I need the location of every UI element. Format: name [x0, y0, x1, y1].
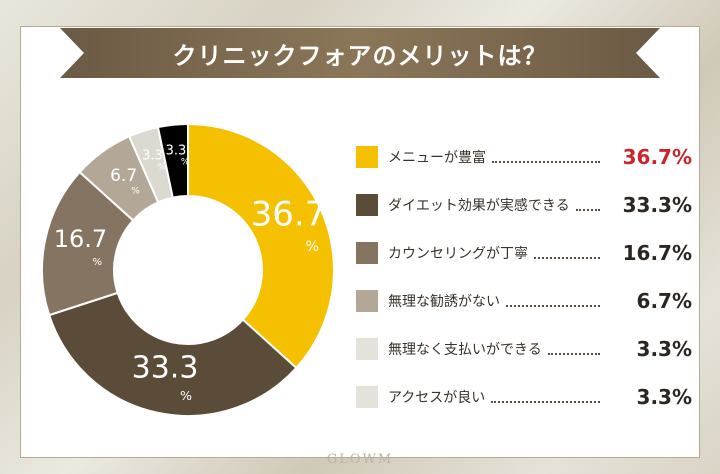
- legend-swatch: [356, 338, 378, 360]
- slice-unit: %: [92, 257, 102, 268]
- legend-item: アクセスが良い 3.3%: [356, 382, 692, 412]
- leader-dots: [506, 305, 600, 307]
- legend-value: 33.3%: [622, 193, 692, 217]
- leader-dots: [547, 353, 600, 355]
- legend-swatch: [356, 242, 378, 264]
- leader-dots: [575, 209, 600, 211]
- donut-slice: [41, 170, 135, 317]
- legend-item: メニューが豊富 36.7%: [356, 142, 692, 172]
- leader-dots: [491, 401, 600, 403]
- legend-label: アクセスが良い: [388, 390, 486, 406]
- legend-label: ダイエット効果が実感できる: [388, 198, 570, 214]
- title-banner: クリニックフォアのメリットは？: [60, 28, 660, 78]
- donut-slice: [156, 122, 189, 199]
- legend-value: 3.3%: [636, 385, 692, 409]
- legend-swatch: [356, 146, 378, 168]
- legend-value: 16.7%: [622, 241, 692, 265]
- legend-item: 無理な勧誘がない 6.7%: [356, 286, 692, 316]
- chart-title: クリニックフォアのメリットは？: [172, 41, 548, 70]
- legend-value: 36.7%: [622, 145, 692, 169]
- legend-label: メニューが豊富: [388, 150, 486, 166]
- slice-label: 16.7: [54, 225, 107, 253]
- legend-label: カウンセリングが丁寧: [388, 246, 528, 262]
- slice-label: 3.3: [166, 144, 187, 159]
- watermark-logo: GLOWM: [326, 452, 394, 467]
- legend-item: 無理なく支払いができる 3.3%: [356, 334, 692, 364]
- slice-unit: %: [181, 157, 190, 167]
- donut-slice: [187, 122, 335, 370]
- legend-swatch: [356, 290, 378, 312]
- slice-label: 3.3: [142, 149, 163, 164]
- leader-dots: [534, 257, 600, 259]
- slice-label: 6.7: [110, 166, 137, 186]
- legend-label: 無理なく支払いができる: [388, 342, 542, 358]
- slice-unit: %: [306, 239, 320, 255]
- slice-unit: %: [180, 388, 192, 403]
- slice-unit: %: [157, 162, 166, 172]
- donut-slice: [47, 291, 298, 417]
- legend-swatch: [356, 386, 378, 408]
- legend-item: カウンセリングが丁寧 16.7%: [356, 238, 692, 268]
- leader-dots: [492, 161, 600, 163]
- slice-unit: %: [131, 187, 140, 197]
- legend-value: 6.7%: [636, 289, 692, 313]
- legend-item: ダイエット効果が実感できる 33.3%: [356, 190, 692, 220]
- slice-label: 36.7: [251, 194, 327, 234]
- legend-label: 無理な勧誘がない: [388, 294, 500, 310]
- legend-value: 3.3%: [636, 337, 692, 361]
- legend-swatch: [356, 194, 378, 216]
- slice-label: 33.3: [132, 351, 199, 386]
